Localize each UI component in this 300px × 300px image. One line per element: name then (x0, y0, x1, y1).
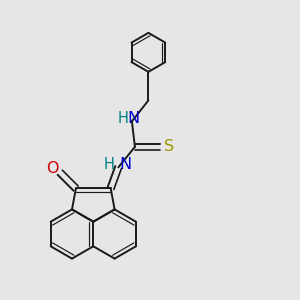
Text: O: O (46, 161, 59, 176)
Text: H: H (104, 158, 115, 172)
Text: H: H (118, 112, 129, 127)
Text: N: N (127, 111, 139, 126)
Text: N: N (119, 158, 131, 172)
Text: S: S (164, 139, 174, 154)
